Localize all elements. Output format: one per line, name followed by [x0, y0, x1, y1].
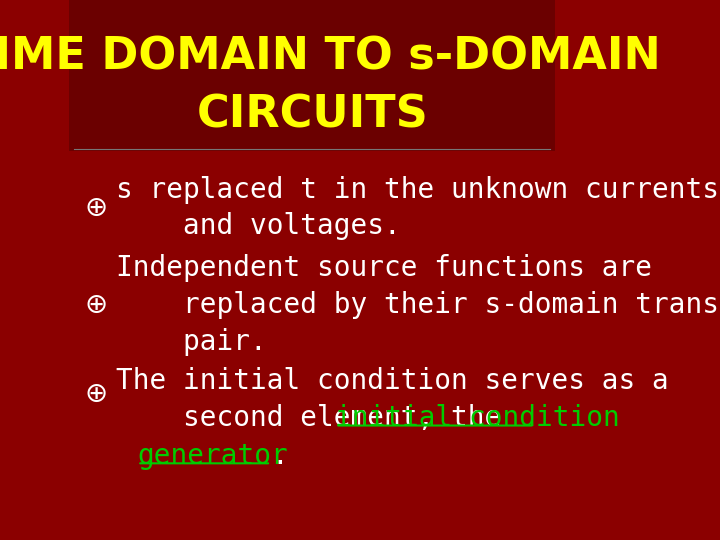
Text: ⊕: ⊕	[84, 291, 108, 319]
Text: CIRCUITS: CIRCUITS	[197, 93, 428, 137]
Text: generator: generator	[138, 442, 288, 470]
Text: ⊕: ⊕	[84, 194, 108, 222]
Text: TIME DOMAIN TO s-DOMAIN: TIME DOMAIN TO s-DOMAIN	[0, 35, 660, 78]
Text: s replaced t in the unknown currents
    and voltages.: s replaced t in the unknown currents and…	[115, 176, 719, 240]
FancyBboxPatch shape	[69, 0, 555, 151]
Text: ⊕: ⊕	[84, 380, 108, 408]
Text: second element, the: second element, the	[115, 404, 518, 433]
Text: The initial condition serves as a: The initial condition serves as a	[115, 367, 668, 395]
Text: initial condition: initial condition	[336, 404, 620, 433]
Text: Independent source functions are
    replaced by their s-domain transform
    pa: Independent source functions are replace…	[115, 254, 720, 356]
Text: .: .	[271, 442, 288, 470]
